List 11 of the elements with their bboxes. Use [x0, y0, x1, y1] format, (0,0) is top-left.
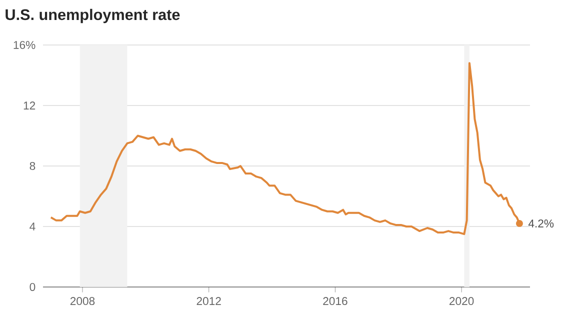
y-tick-label: 16% — [14, 40, 36, 49]
x-tick-label: 2016 — [323, 297, 348, 306]
y-tick-label: 0 — [30, 282, 36, 291]
annotation: 4.2% — [528, 219, 554, 228]
y-tick-label: 12 — [24, 102, 36, 110]
x-tick-label: 2020 — [450, 297, 474, 306]
y-tick-label: 8 — [30, 162, 36, 170]
x-tick-label: 2012 — [196, 297, 221, 306]
y-tick-label: 4 — [30, 222, 36, 230]
chart-title: U.S. unemployment rate — [6, 8, 180, 24]
x-tick-label: 2008 — [70, 297, 95, 306]
